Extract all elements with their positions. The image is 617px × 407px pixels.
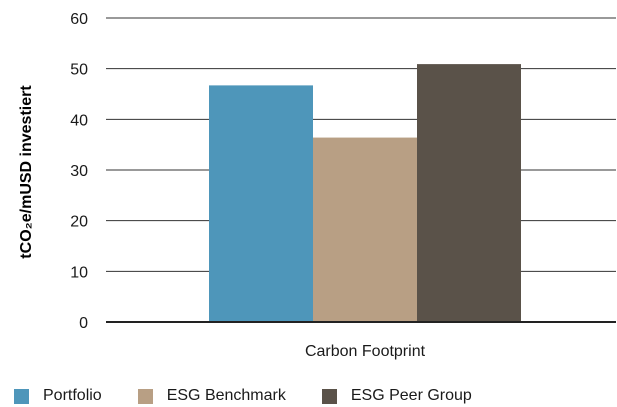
- y-tick-label: 60: [70, 11, 88, 28]
- legend-swatch-esg-peer-group: [321, 388, 337, 404]
- legend-label-portfolio: Portfolio: [43, 387, 102, 404]
- bar-esg-benchmark: [313, 137, 417, 322]
- y-tick-label: 30: [70, 163, 88, 180]
- legend-swatch-portfolio: [14, 388, 29, 404]
- legend-label-esg-peer-group: ESG Peer Group: [350, 387, 472, 404]
- legend-item-portfolio: Portfolio: [14, 387, 102, 405]
- bar-portfolio: [209, 85, 313, 323]
- chart: 0 10 20 30 40 50 60 Carbon Footprint tCO₂e/mUS…: [18, 11, 616, 360]
- legend-label-esg-benchmark: ESG Benchmark: [166, 387, 286, 404]
- y-tick-label: 0: [79, 315, 88, 332]
- x-category-label: Carbon Footprint: [305, 343, 426, 360]
- y-tick-label: 20: [70, 214, 88, 231]
- legend: Portfolio ESG Benchmark ESG Peer Group: [14, 385, 472, 407]
- bar-esg-peer-group: [417, 64, 521, 323]
- y-tick-labels: 0 10 20 30 40 50 60: [70, 11, 88, 332]
- legend-item-esg-benchmark: ESG Benchmark: [137, 387, 286, 405]
- legend-swatch-esg-benchmark: [137, 388, 153, 404]
- legend-item-esg-peer-group: ESG Peer Group: [321, 387, 472, 405]
- y-tick-label: 10: [70, 264, 88, 281]
- y-tick-label: 50: [70, 62, 88, 79]
- bars: [209, 64, 521, 323]
- y-axis-label: tCO₂e/mUSD investiert: [18, 85, 35, 259]
- y-tick-label: 40: [70, 112, 88, 129]
